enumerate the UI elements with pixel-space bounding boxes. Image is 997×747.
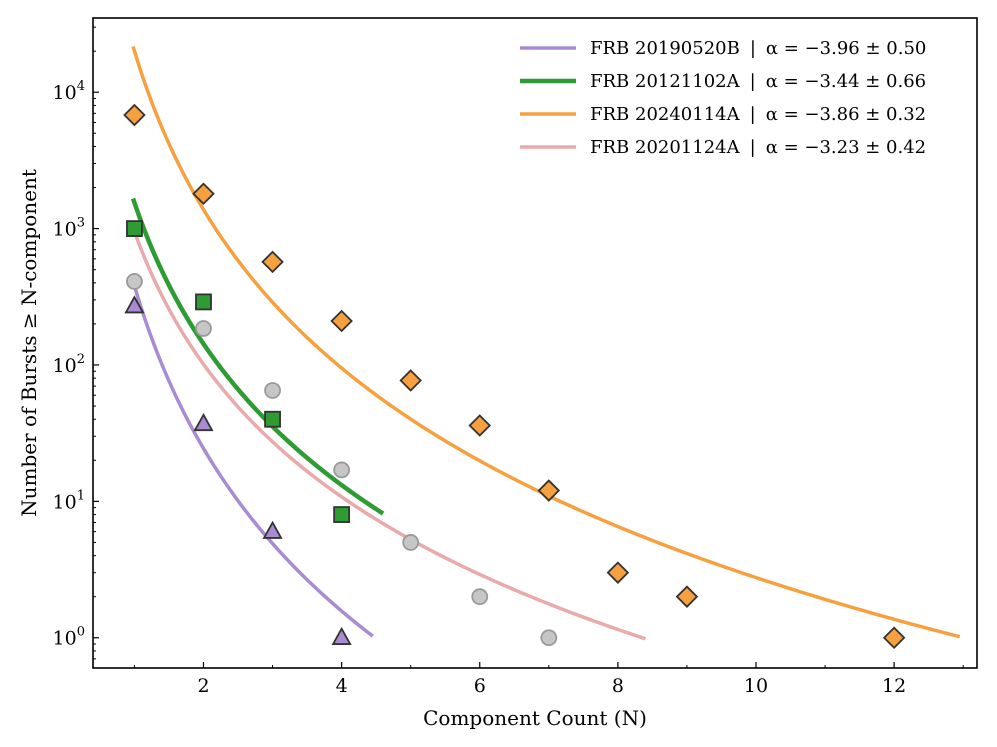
fit-curves bbox=[130, 46, 961, 641]
axis-ticks: 2 4 6 8 10 12 100 101 102 103 104 bbox=[53, 26, 964, 697]
legend-label-frb-20240114a: FRB 20240114A | α = −3.86 ± 0.32 bbox=[590, 104, 926, 125]
data-point-frb-20121102a bbox=[195, 293, 212, 311]
x-axis-label: Component Count (N) bbox=[423, 706, 647, 730]
x-tick-label: 8 bbox=[612, 675, 624, 697]
y-tick-label: 100 bbox=[53, 625, 85, 650]
data-point-frb-20190520b bbox=[262, 520, 283, 539]
data-point-frb-20121102a bbox=[126, 220, 143, 237]
data-point-frb-20190520b bbox=[331, 626, 352, 645]
x-tick-label: 10 bbox=[744, 675, 768, 697]
data-point-frb-20240114a bbox=[606, 561, 630, 584]
data-point-frb-20190520b bbox=[124, 295, 145, 314]
plot-frame bbox=[92, 17, 978, 669]
data-point-frb-20240114a bbox=[468, 414, 492, 437]
x-tick-label: 4 bbox=[336, 675, 348, 697]
data-point-frb-20240114a bbox=[330, 309, 353, 333]
legend: FRB 20190520B | α = −3.96 ± 0.50 FRB 201211… bbox=[520, 38, 926, 158]
x-tick-label: 2 bbox=[197, 675, 209, 697]
legend-label-frb-20121102a: FRB 20121102A | α = −3.44 ± 0.66 bbox=[590, 71, 926, 92]
data-markers bbox=[123, 103, 906, 650]
data-point-frb-20240114a bbox=[537, 479, 561, 502]
y-tick-label: 104 bbox=[53, 79, 85, 104]
data-point-frb-20201124a bbox=[471, 588, 489, 606]
data-point-frb-20240114a bbox=[882, 626, 906, 650]
data-point-frb-20240114a bbox=[123, 103, 146, 127]
y-tick-label: 102 bbox=[53, 352, 85, 377]
data-point-frb-20201124a bbox=[402, 534, 420, 551]
fit-line-frb-20240114a bbox=[131, 46, 961, 639]
x-tick-label: 12 bbox=[882, 675, 906, 697]
y-tick-label: 101 bbox=[53, 488, 85, 513]
y-tick-label: 103 bbox=[53, 216, 85, 241]
data-point-frb-20240114a bbox=[399, 369, 422, 392]
fit-line-frb-20201124a bbox=[131, 227, 647, 641]
legend-label-frb-20201124a: FRB 20201124A | α = −3.23 ± 0.42 bbox=[590, 137, 926, 158]
data-point-frb-20201124a bbox=[126, 272, 143, 290]
data-point-frb-20240114a bbox=[192, 182, 215, 206]
data-point-frb-20121102a bbox=[264, 410, 281, 428]
data-point-frb-20121102a bbox=[333, 506, 351, 523]
data-point-frb-20190520b bbox=[193, 413, 214, 432]
fit-line-frb-20121102a bbox=[130, 197, 385, 516]
data-point-frb-20240114a bbox=[261, 250, 284, 274]
data-point-frb-20201124a bbox=[540, 629, 558, 647]
data-point-frb-20201124a bbox=[333, 461, 351, 479]
legend-label-frb-20190520b: FRB 20190520B | α = −3.96 ± 0.50 bbox=[590, 38, 926, 59]
data-point-frb-20240114a bbox=[675, 585, 699, 608]
data-point-frb-20201124a bbox=[195, 320, 212, 337]
x-tick-label: 6 bbox=[474, 675, 486, 697]
data-point-frb-20201124a bbox=[264, 382, 281, 399]
y-axis-label: Number of Bursts ≥ N-component bbox=[17, 169, 41, 517]
fit-line-frb-20190520b bbox=[132, 285, 374, 638]
